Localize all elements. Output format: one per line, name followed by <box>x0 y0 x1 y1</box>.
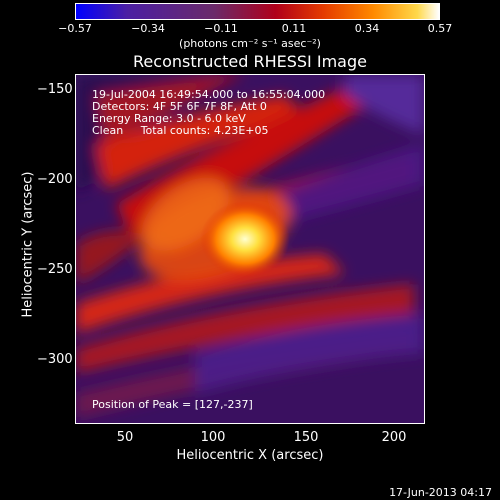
y-tick: −150 <box>37 82 73 97</box>
time-range: 19-Jul-2004 16:49:54.000 to 16:55:04.000 <box>92 88 326 101</box>
rhessi-image <box>76 75 424 423</box>
colorbar-tick: 0.11 <box>281 22 307 35</box>
y-tick: −300 <box>37 352 73 367</box>
detectors-text: Detectors: 4F 5F 6F 7F 8F, Att 0 <box>92 100 267 113</box>
colorbar-units: (photons cm⁻² s⁻¹ asec⁻²) <box>179 37 321 50</box>
colorbar-tick: 0.34 <box>354 22 380 35</box>
y-tick: −200 <box>37 172 73 187</box>
x-axis-label: Heliocentric X (arcsec) <box>176 448 324 463</box>
color-bar <box>75 3 440 20</box>
color-gradient <box>76 4 439 19</box>
footer-date: 17-Jun-2013 04:17 <box>389 486 492 499</box>
energy-range: Energy Range: 3.0 - 6.0 keV <box>92 112 246 125</box>
y-axis-label: Heliocentric Y (arcsec) <box>20 171 36 318</box>
x-tick: 200 <box>381 430 407 445</box>
peak-position: Position of Peak = [127,-237] <box>92 398 253 411</box>
x-tick: 100 <box>200 430 226 445</box>
x-tick: 150 <box>293 430 319 445</box>
colorbar-tick: −0.57 <box>58 22 92 35</box>
y-tick: −250 <box>37 262 73 277</box>
colorbar-tick: −0.11 <box>204 22 238 35</box>
plot-title: Reconstructed RHESSI Image <box>133 52 367 71</box>
image-frame <box>75 74 425 424</box>
colorbar-tick: −0.34 <box>131 22 165 35</box>
x-tick: 50 <box>116 430 134 445</box>
colorbar-tick: 0.57 <box>427 22 453 35</box>
clean-counts: Clean Total counts: 4.23E+05 <box>92 124 269 137</box>
